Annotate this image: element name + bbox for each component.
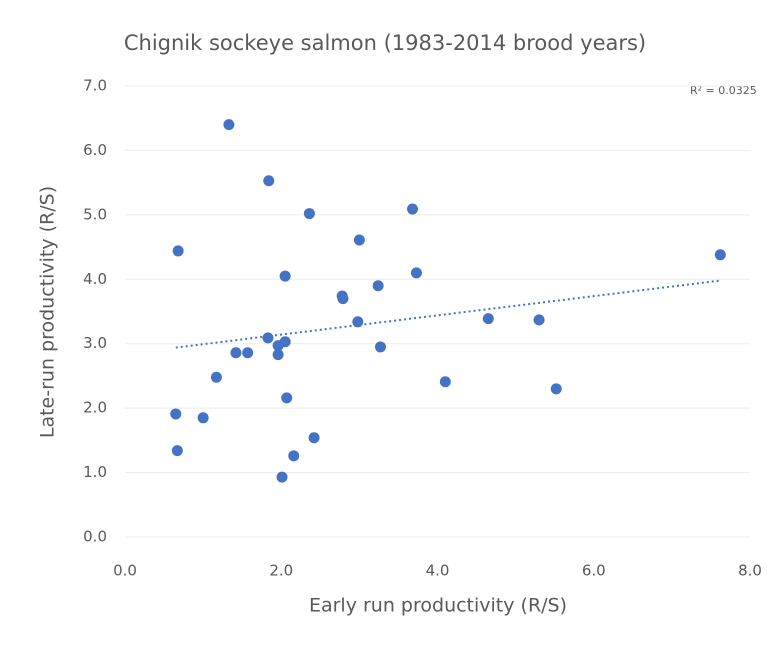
y-tick-label: 7.0: [83, 77, 107, 95]
y-axis-label: Late-run productivity (R/S): [37, 186, 59, 438]
point: [482, 313, 494, 325]
point: [353, 234, 365, 246]
y-tick-label: 1.0: [83, 463, 107, 481]
y-tick-label: 2.0: [83, 399, 107, 417]
point: [308, 432, 320, 444]
point: [197, 412, 209, 424]
point: [223, 119, 235, 131]
x-tick-label: 6.0: [582, 562, 606, 580]
point: [372, 280, 384, 292]
x-tick-label: 8.0: [738, 562, 762, 580]
point: [279, 270, 291, 282]
point: [172, 245, 184, 257]
point: [230, 347, 242, 359]
point: [170, 408, 182, 420]
point: [439, 376, 451, 388]
point: [550, 383, 562, 395]
point: [263, 175, 275, 187]
point: [262, 332, 274, 344]
point: [279, 336, 291, 348]
point: [303, 208, 315, 220]
x-tick-label: 4.0: [426, 562, 450, 580]
chart-title: Chignik sockeye salmon (1983-2014 brood …: [124, 31, 646, 55]
y-tick-label: 5.0: [83, 205, 107, 223]
point: [272, 349, 284, 361]
point: [374, 341, 386, 353]
point: [410, 267, 422, 279]
point: [281, 392, 293, 404]
point: [276, 471, 288, 483]
point: [171, 445, 183, 457]
y-tick-label: 0.0: [83, 528, 107, 546]
point: [288, 450, 300, 462]
y-tick-label: 4.0: [83, 270, 107, 288]
point: [352, 316, 364, 328]
point: [714, 249, 726, 261]
point: [337, 293, 349, 305]
x-tick-label: 2.0: [269, 562, 293, 580]
r-squared: R² = 0.0325: [690, 84, 757, 97]
x-tick-label: 0.0: [113, 562, 137, 580]
point: [242, 347, 254, 359]
point: [533, 314, 545, 326]
point: [407, 203, 418, 215]
y-tick-label: 6.0: [83, 141, 107, 159]
point: [210, 371, 222, 383]
y-tick-label: 3.0: [83, 334, 107, 352]
x-axis-label: Early run productivity (R/S): [309, 595, 567, 617]
